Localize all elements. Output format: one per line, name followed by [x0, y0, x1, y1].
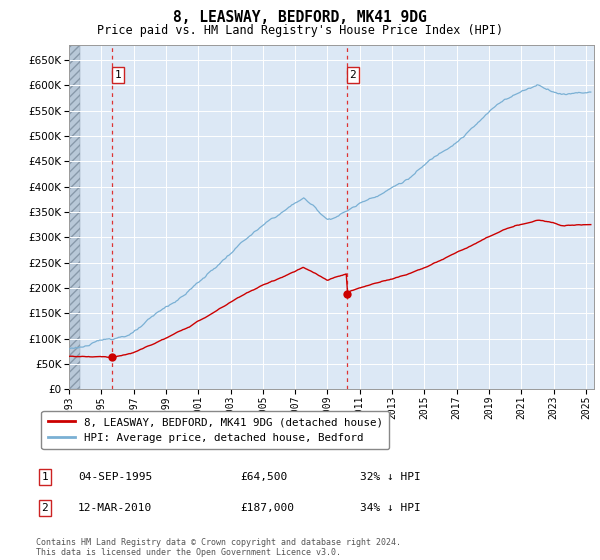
Bar [69, 45, 80, 389]
Text: £187,000: £187,000 [240, 503, 294, 513]
Text: 2: 2 [349, 70, 356, 80]
Text: 1: 1 [115, 70, 121, 80]
Text: £64,500: £64,500 [240, 472, 287, 482]
Text: 32% ↓ HPI: 32% ↓ HPI [360, 472, 421, 482]
Text: 1: 1 [41, 472, 49, 482]
Text: 8, LEASWAY, BEDFORD, MK41 9DG: 8, LEASWAY, BEDFORD, MK41 9DG [173, 10, 427, 25]
Text: 34% ↓ HPI: 34% ↓ HPI [360, 503, 421, 513]
Text: Contains HM Land Registry data © Crown copyright and database right 2024.
This d: Contains HM Land Registry data © Crown c… [36, 538, 401, 557]
Bar [69, 45, 80, 389]
Text: 2: 2 [41, 503, 49, 513]
Text: Price paid vs. HM Land Registry's House Price Index (HPI): Price paid vs. HM Land Registry's House … [97, 24, 503, 36]
Text: 12-MAR-2010: 12-MAR-2010 [78, 503, 152, 513]
Text: 04-SEP-1995: 04-SEP-1995 [78, 472, 152, 482]
Legend: 8, LEASWAY, BEDFORD, MK41 9DG (detached house), HPI: Average price, detached hou: 8, LEASWAY, BEDFORD, MK41 9DG (detached … [41, 410, 389, 449]
